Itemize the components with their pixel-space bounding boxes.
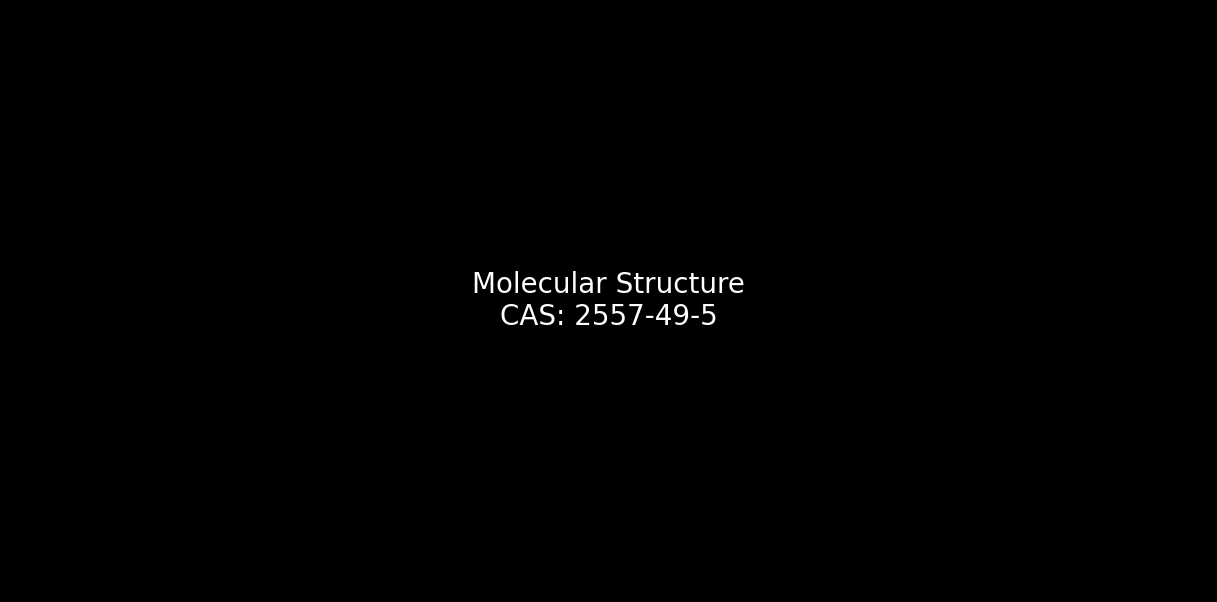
Text: Molecular Structure
CAS: 2557-49-5: Molecular Structure CAS: 2557-49-5 [472, 271, 745, 331]
